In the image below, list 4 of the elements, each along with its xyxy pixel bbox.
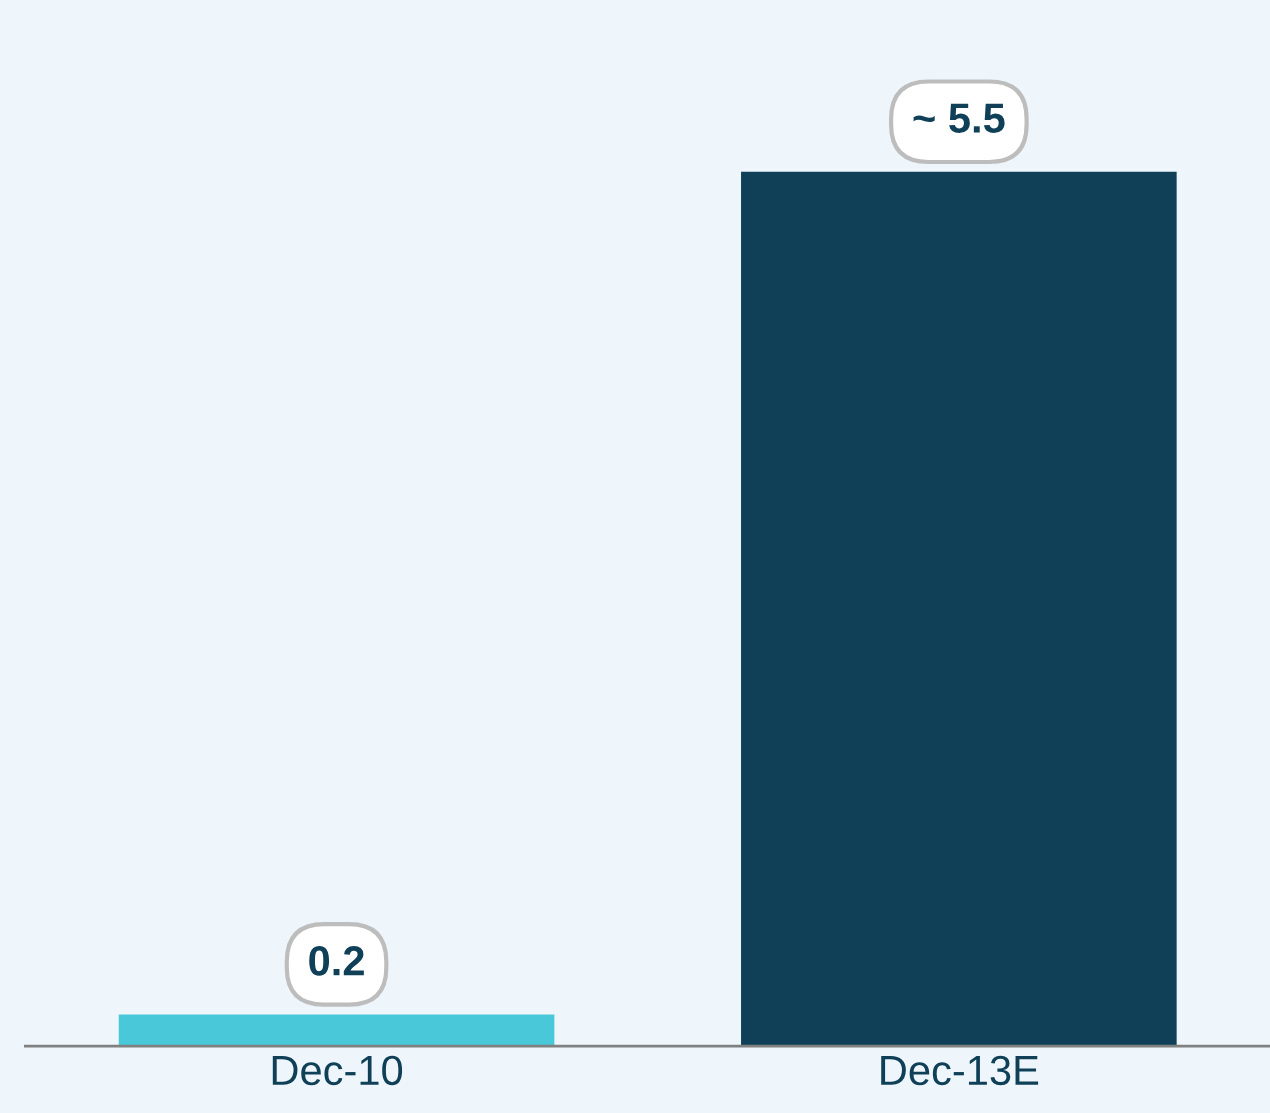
data-label: 0.2 bbox=[309, 946, 364, 976]
x-tick-label: Dec-13E bbox=[881, 1055, 1039, 1086]
x-tick-label: Dec-10 bbox=[272, 1055, 403, 1086]
data-label: ~ 5.5 bbox=[913, 103, 1005, 133]
